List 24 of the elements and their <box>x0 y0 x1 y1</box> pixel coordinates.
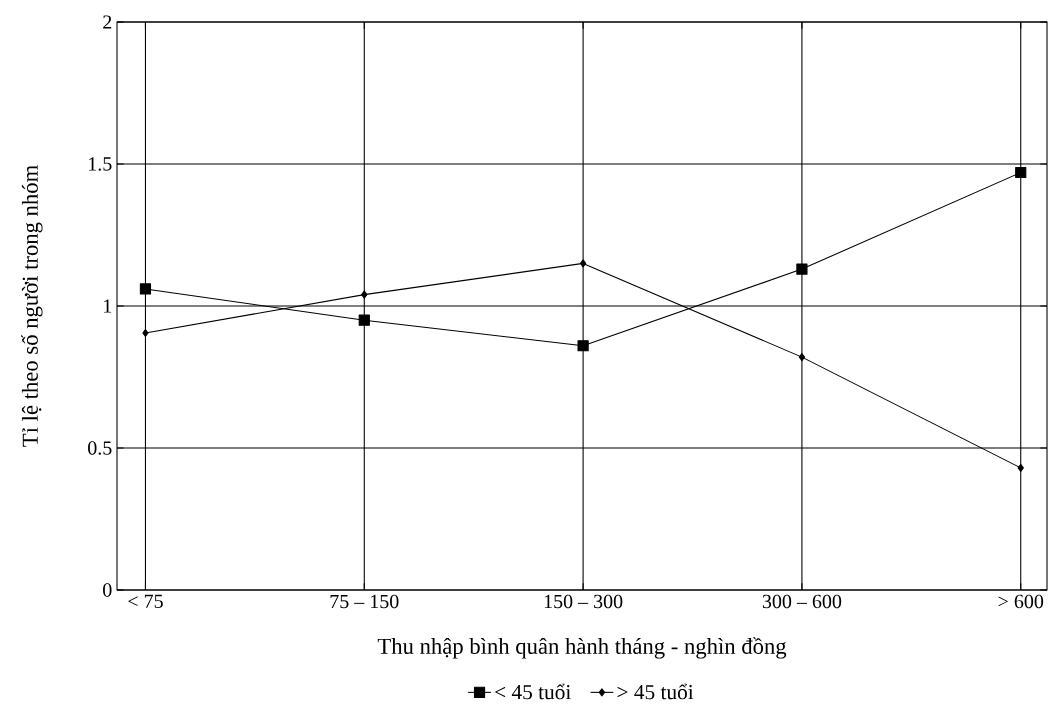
point <box>796 263 808 275</box>
y-tick-label: 2 <box>103 15 112 29</box>
y-tick-label: 1.5 <box>89 157 112 171</box>
point <box>358 314 370 326</box>
legend-label: < 45 tuổi <box>495 683 571 700</box>
point <box>1017 463 1024 472</box>
y-tick-label: 0.5 <box>88 441 112 455</box>
x-tick-label: 75 – 150 <box>330 594 399 609</box>
x-tick-label: < 75 <box>128 594 163 608</box>
point <box>142 328 149 337</box>
x-axis-title: Thu nhập bình quân hành tháng - nghìn đồng <box>377 637 787 659</box>
point <box>798 353 806 362</box>
y-axis-title: Tỉ lệ theo số người trong nhóm <box>21 165 43 447</box>
x-tick-label: 150 – 300 <box>544 594 623 609</box>
point <box>361 290 368 299</box>
point <box>1015 166 1027 179</box>
x-tick-label: 300 – 600 <box>762 594 842 609</box>
y-tick-label: 1 <box>104 299 112 313</box>
point <box>579 259 587 268</box>
point <box>577 340 589 352</box>
legend-label: > 45 tuổi <box>617 683 694 700</box>
x-tick-label: > 600 <box>998 594 1044 609</box>
y-tick-label: 0 <box>103 583 112 597</box>
point <box>139 283 152 295</box>
